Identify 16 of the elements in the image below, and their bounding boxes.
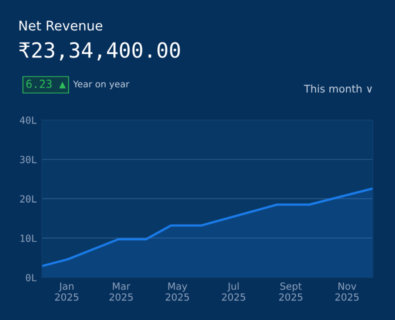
y-tick-label: 30L [20, 156, 37, 164]
y-tick-label: 0L [26, 274, 37, 282]
x-tick-label: Mar 2025 [110, 282, 133, 301]
text: Year on year [73, 80, 130, 90]
y-tick-label: 10L [20, 234, 37, 242]
chart-subtitle: ₹23,34,400.00 [19, 42, 180, 61]
x-tick-label: Jan 2025 [55, 282, 78, 301]
x-tick-label: May 2025 [166, 282, 189, 301]
text: This month ∨ [304, 84, 372, 93]
chart-title: Net Revenue [19, 20, 102, 31]
y-tick-label: 20L [20, 195, 37, 203]
y-tick-label: 40L [20, 116, 37, 124]
text: 6.23 ▲ [26, 80, 66, 88]
x-tick-label: Jul 2025 [222, 282, 246, 301]
x-tick-label: Sept 2025 [279, 282, 302, 301]
x-tick-label: Nov 2025 [335, 282, 359, 301]
